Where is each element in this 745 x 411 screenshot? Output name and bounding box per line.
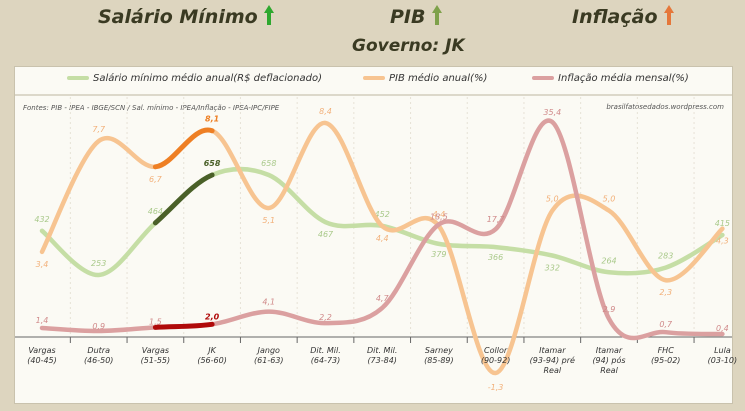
data-label-inflacao: 2,2 [319,313,332,322]
data-label-pib: 5,1 [262,216,275,225]
data-label-pib: -1,3 [488,383,504,392]
data-label-pib: 2,3 [659,288,672,297]
x-tick-label: JK (56-60) [197,346,227,365]
series-highlight-inflacao [152,321,215,330]
data-label-salario: 264 [601,256,616,265]
x-tick-label: Sarney (85-89) [424,346,454,365]
arrow-up-green-icon [432,5,443,25]
title-pib: PIB [390,5,443,28]
chart-plot: 432 253 464 658 658 467 452 379 366 332 264 283 415 3… [15,94,732,392]
legend-inflacao-swatch [532,76,554,80]
legend-inflacao: Inflação média mensal(%) [532,73,689,84]
x-tick-label: Collor (90-92) [480,346,511,365]
data-label-pib: 7,7 [92,125,106,134]
data-label-salario: 253 [91,259,106,268]
data-label-inflacao: 0,7 [659,320,673,329]
data-label-pib: 3,4 [36,260,49,269]
data-label-inflacao: 18,5 [430,212,448,221]
legend-pib: PIB médio anual(%) [363,73,487,84]
data-label-pib: 4,4 [376,234,389,243]
data-label-inflacao: 4,1 [262,298,275,307]
data-label-inflacao: 2,9 [603,305,616,314]
legend-inflacao-label: Inflação média mensal(%) [558,73,689,84]
arrow-up-green-icon [264,5,275,25]
series-line-salario [39,166,725,278]
title-governo: Governo: JK [352,36,465,56]
data-label-pib: 5,0 [546,195,559,204]
data-label-salario: 464 [148,207,163,216]
data-label-inflacao: 2,0 [205,312,220,321]
data-label-salario: 415 [715,219,730,228]
x-tick-label: Itamar (94) pós Real [592,346,626,375]
data-label-pib: 6,7 [149,175,163,184]
data-label-inflacao: 0,4 [716,324,729,333]
data-label-salario: 432 [34,215,49,224]
data-label-salario: 283 [658,252,673,261]
data-label-salario: 366 [488,253,503,262]
data-label-pib: 5,0 [603,195,616,204]
title-inflacao-text: Inflação [572,6,658,28]
title-inflacao: Inflação [572,5,675,28]
data-label-pib: 4,4 [433,210,446,219]
legend-salario-label: Salário mínimo médio anual(R$ deflaciona… [93,73,322,84]
data-label-pib: 8,4 [319,107,332,116]
data-label-salario: 658 [261,159,276,168]
x-tick-label: Itamar (93-94) pré Real [529,346,575,375]
title-salario-text: Salário Mínimo [98,6,258,28]
data-label-salario: 452 [375,210,390,219]
data-label-salario: 658 [204,159,221,168]
data-label-salario: 332 [545,263,560,272]
x-tick-label: Dit. Mil. (73-84) [366,346,398,365]
site-note: brasilfatosedados.wordpress.com [606,103,724,111]
data-label-inflacao: 35,4 [543,108,561,117]
source-note: Fontes: PIB - IPEA - IBGE/SCN / Sal. mín… [23,104,280,112]
data-label-pib: 8,1 [205,115,219,124]
x-tick-label: Lula (03-10) [707,346,738,365]
series-highlight-salario [152,172,215,226]
arrow-up-orange-icon [664,5,675,25]
x-tick-label: FHC (95-02) [650,346,681,365]
data-label-salario: 467 [318,230,334,239]
data-label-inflacao: 17,7 [487,215,506,224]
x-tick-label: Vargas (40-45) [27,346,57,365]
x-tick-label: Vargas (51-55) [140,346,171,365]
data-label-inflacao: 1,5 [149,317,162,326]
x-tick-label: Dit. Mil. (64-73) [310,346,341,365]
data-label-pib: 4,3 [716,237,729,246]
x-tick-label: Jango (61-63) [254,346,284,365]
chart-panel: Salário mínimo médio anual(R$ deflaciona… [14,66,737,404]
data-label-salario: 379 [431,250,446,259]
series-line-inflacao [39,118,725,341]
legend-salario: Salário mínimo médio anual(R$ deflaciona… [67,73,322,84]
legend-pib-label: PIB médio anual(%) [389,73,488,84]
data-label-inflacao: 1,4 [36,316,49,325]
data-label-inflacao: 4,7 [376,294,390,303]
legend-pib-swatch [363,76,385,80]
title-pib-text: PIB [390,6,426,28]
data-label-inflacao: 0,9 [92,322,105,331]
series-highlight-pib [152,127,215,170]
x-tick-label: Dutra (46-50) [83,346,114,365]
legend-salario-swatch [67,76,89,80]
title-salario: Salário Mínimo [98,5,275,28]
